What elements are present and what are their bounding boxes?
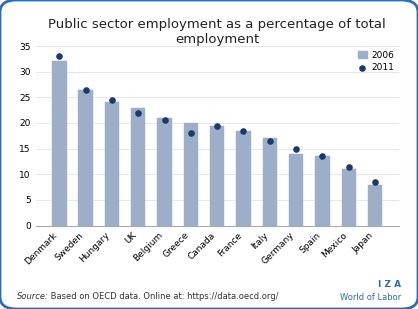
- Text: I Z A: I Z A: [378, 280, 401, 289]
- Bar: [52, 61, 66, 226]
- Bar: [184, 123, 198, 226]
- Point: [56, 54, 63, 59]
- Bar: [315, 156, 330, 226]
- Bar: [236, 131, 251, 226]
- Bar: [210, 125, 224, 226]
- Bar: [342, 169, 356, 226]
- Point: [161, 118, 168, 123]
- Point: [293, 146, 299, 151]
- Bar: [78, 90, 93, 226]
- Point: [319, 154, 326, 159]
- Point: [240, 128, 247, 133]
- Point: [109, 97, 115, 102]
- Bar: [289, 154, 303, 226]
- Text: Based on OECD data. Online at: https://data.oecd.org/: Based on OECD data. Online at: https://d…: [48, 292, 278, 301]
- Bar: [131, 108, 145, 226]
- Text: World of Labor: World of Labor: [340, 293, 401, 302]
- Point: [345, 164, 352, 169]
- Point: [372, 180, 378, 184]
- Title: Public sector employment as a percentage of total
employment: Public sector employment as a percentage…: [48, 18, 386, 46]
- Bar: [104, 103, 119, 226]
- Legend: 2006, 2011: 2006, 2011: [358, 51, 394, 72]
- Point: [188, 131, 194, 136]
- Text: Source:: Source:: [17, 292, 48, 301]
- Bar: [368, 184, 382, 226]
- Point: [214, 123, 221, 128]
- Point: [82, 87, 89, 92]
- Point: [135, 110, 142, 115]
- Bar: [263, 138, 277, 226]
- Bar: [157, 118, 172, 226]
- Point: [266, 138, 273, 143]
